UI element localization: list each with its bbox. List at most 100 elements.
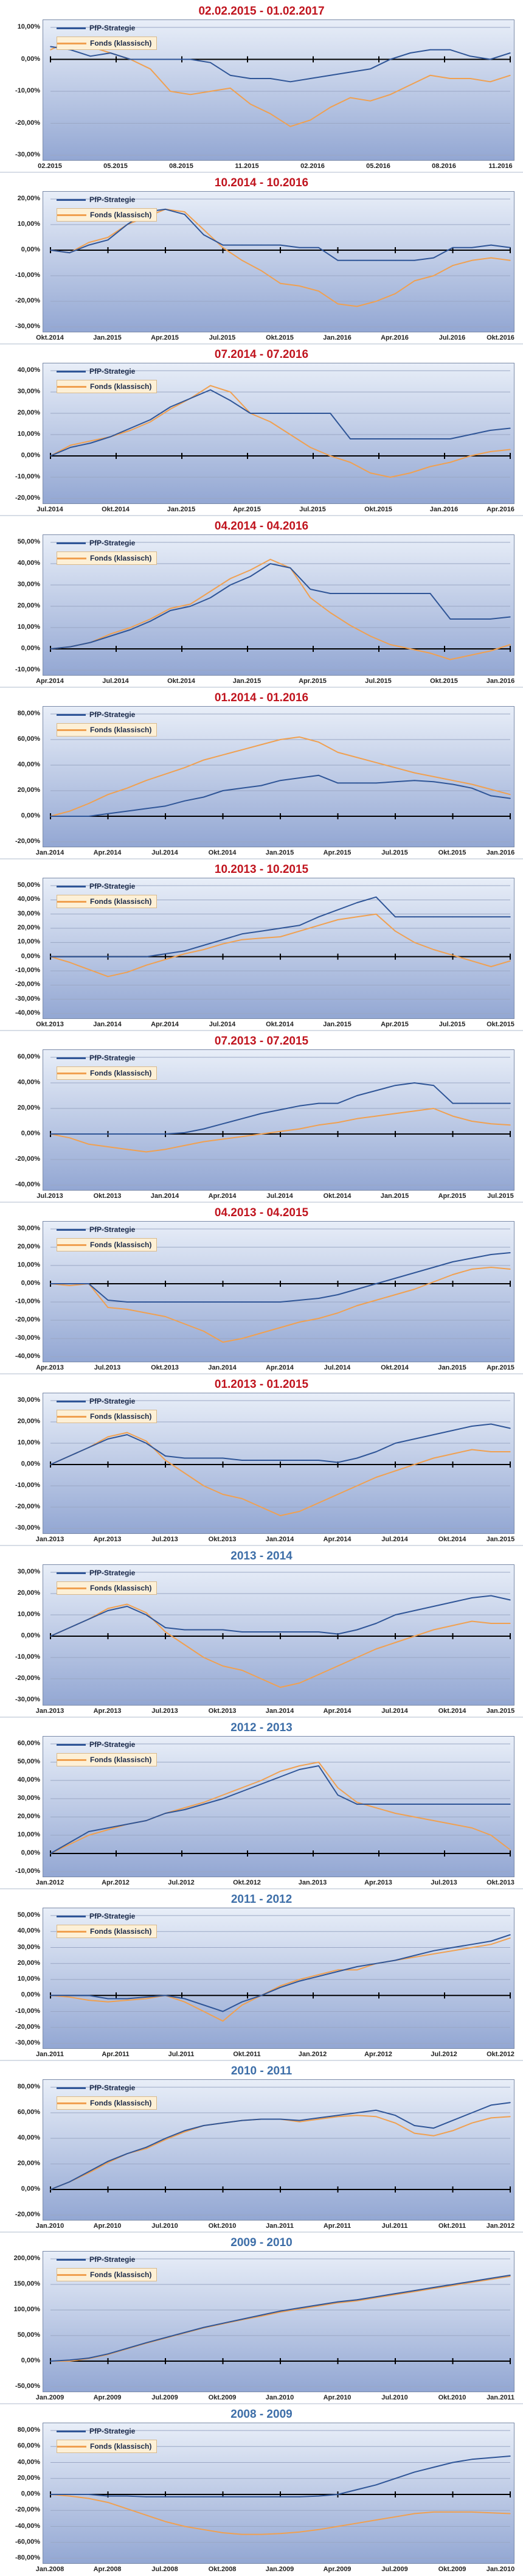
data-point (299, 285, 300, 287)
chart-panel: 04.2013 - 04.2015 PfP-Strategie Fonds (kla… (0, 1202, 523, 1373)
x-tick-label: Apr.2015 (233, 506, 261, 513)
legend-swatch (57, 370, 86, 373)
data-point (222, 2020, 224, 2022)
x-tick-label: Jan.2011 (266, 2222, 294, 2230)
y-tick-label: 40,00% (17, 2134, 40, 2141)
data-point (318, 2304, 319, 2306)
x-tick-label: Apr.2013 (93, 1536, 122, 1543)
data-point (356, 1457, 358, 1459)
data-point (260, 744, 262, 746)
data-point (356, 1289, 358, 1290)
data-point (375, 301, 377, 302)
x-tick-label: Okt.2009 (208, 2394, 237, 2401)
x-tick-label: Jan.2015 (93, 334, 122, 341)
data-point (107, 1300, 109, 1301)
data-point (452, 1274, 454, 1275)
data-point (370, 593, 371, 594)
data-point (126, 2495, 128, 2497)
data-point (260, 1995, 262, 1997)
legend-swatch (57, 1244, 86, 1246)
data-point (299, 1511, 300, 1512)
data-point (414, 2513, 415, 2515)
y-tick-label: 0,00% (21, 1130, 40, 1137)
y-tick-label: 80,00% (17, 2083, 40, 2090)
legend-label: PfP-Strategie (89, 2255, 136, 2264)
data-point (490, 618, 491, 620)
x-tick-label: Jul.2015 (209, 334, 236, 341)
data-point (69, 2181, 71, 2183)
y-tick-label: 40,00% (17, 1776, 40, 1783)
data-point (203, 2011, 204, 2012)
data-point (126, 1998, 128, 2000)
data-point (375, 1090, 377, 1091)
data-point (299, 2496, 300, 2497)
data-point (203, 2529, 204, 2530)
data-point (280, 1131, 281, 1132)
data-point (88, 1835, 89, 1836)
data-point (375, 762, 377, 763)
legend-label: Fonds (klassisch) (90, 211, 152, 219)
data-point (337, 752, 339, 753)
data-point (50, 250, 51, 251)
data-point (490, 916, 492, 918)
y-tick-label: 20,00% (17, 786, 40, 794)
legend: PfP-Strategie Fonds (klassisch) (57, 365, 158, 395)
legend: PfP-Strategie Fonds (klassisch) (57, 2424, 158, 2455)
chart-panel: 2013 - 2014 PfP-Strategie Fonds (klassisch… (0, 1545, 523, 1717)
series-line-fund (50, 1762, 511, 1854)
data-point (184, 953, 185, 954)
panel-divider (0, 1030, 523, 1031)
data-point (395, 1470, 396, 1472)
x-tick-label: Okt.2013 (208, 1536, 237, 1543)
data-point (241, 1460, 243, 1461)
data-point (222, 1794, 224, 1796)
data-point (222, 2323, 224, 2324)
line-chart (50, 2258, 511, 2387)
data-point (184, 767, 185, 768)
x-tick-label: Apr.2016 (487, 506, 514, 513)
data-point (107, 1438, 109, 1440)
x-tick-label: Okt.2015 (364, 506, 392, 513)
series-line-strategy (50, 1934, 511, 2012)
legend-entry-fund: Fonds (klassisch) (57, 208, 158, 222)
y-tick-label: 40,00% (17, 559, 40, 567)
data-point (126, 2000, 128, 2001)
y-tick-label: -10,00% (15, 967, 40, 974)
y-tick-label: 30,00% (17, 1568, 40, 1575)
data-point (510, 1102, 511, 1104)
data-point (107, 1610, 109, 1611)
data-point (414, 1289, 415, 1290)
x-tick-label: Apr.2013 (93, 1707, 122, 1715)
data-point (170, 607, 171, 609)
data-point (490, 2512, 492, 2513)
data-point (433, 2511, 434, 2513)
chart-title: 01.2014 - 01.2016 (214, 691, 309, 704)
x-tick-label: Okt.2014 (381, 1364, 409, 1371)
data-point (471, 1804, 473, 1805)
y-tick-label: -20,00% (15, 1675, 40, 1682)
x-tick-label: Okt.2011 (233, 2051, 261, 2058)
x-tick-label: Okt.2014 (208, 849, 237, 856)
data-point (510, 2116, 511, 2118)
data-point (230, 584, 231, 586)
panel-divider (0, 1545, 523, 1546)
data-point (165, 2337, 166, 2339)
data-point (50, 455, 51, 457)
y-tick-label: 10,00% (17, 1439, 40, 1446)
legend-entry-fund: Fonds (klassisch) (57, 1066, 158, 1080)
data-point (395, 1614, 396, 1615)
x-tick-label: Okt.2013 (487, 1879, 514, 1886)
data-point (69, 1285, 71, 1286)
chart-title: 2009 - 2010 (230, 2236, 293, 2249)
legend-entry-fund: Fonds (klassisch) (57, 1238, 158, 1251)
data-point (145, 2515, 147, 2516)
data-point (310, 589, 311, 590)
data-point (471, 2459, 473, 2460)
data-point (280, 1515, 281, 1516)
data-point (88, 1133, 89, 1135)
x-tick-label: Jan.2011 (36, 2051, 64, 2058)
data-point (130, 58, 131, 60)
legend: PfP-Strategie Fonds (klassisch) (57, 1395, 158, 1425)
data-point (88, 1619, 89, 1620)
chart-title: 04.2014 - 04.2016 (214, 520, 309, 533)
